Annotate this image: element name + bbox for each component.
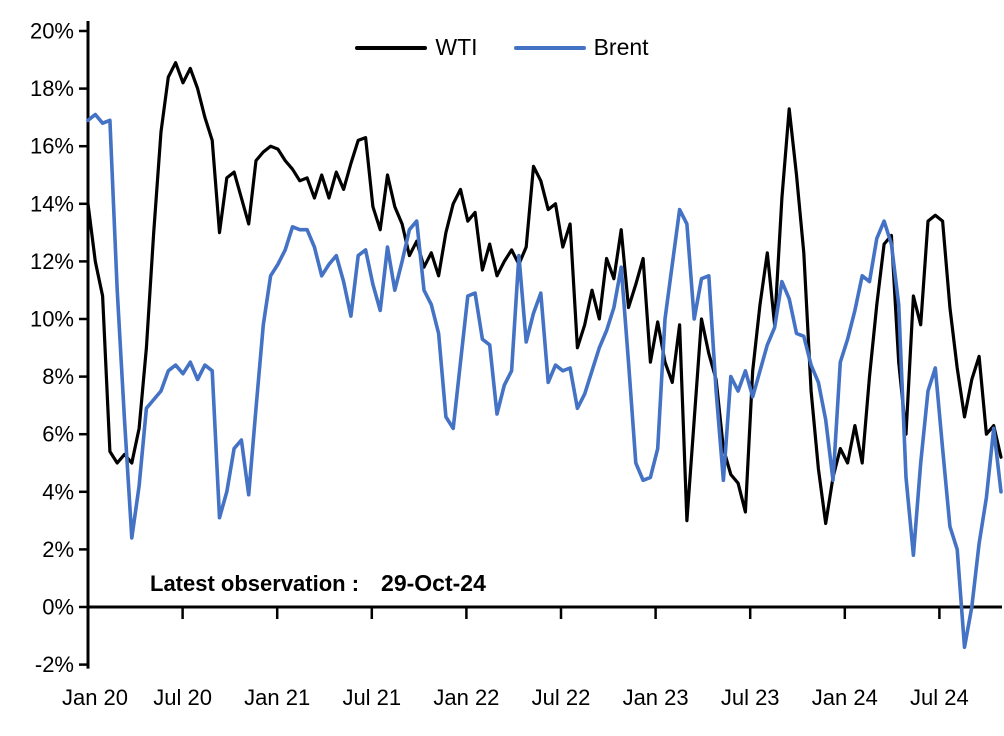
x-tick-label: Jan 23 <box>623 685 689 710</box>
y-tick-label: 12% <box>30 249 74 274</box>
wti-series-line <box>86 61 1003 526</box>
y-tick-label: -2% <box>35 652 74 677</box>
x-tick-label: Jan 20 <box>62 685 128 710</box>
latest-observation-note: Latest observation : 29-Oct-24 <box>150 570 486 597</box>
y-tick-label: 10% <box>30 307 74 332</box>
x-tick-label: Jul 23 <box>721 685 780 710</box>
x-tick-label: Jan 24 <box>812 685 878 710</box>
y-tick-label: 0% <box>42 595 74 620</box>
brent-series-line <box>86 112 1003 650</box>
x-tick-label: Jul 21 <box>342 685 401 710</box>
x-tick-label: Jan 21 <box>244 685 310 710</box>
y-tick-label: 4% <box>42 479 74 504</box>
x-tick-label: Jan 22 <box>433 685 499 710</box>
y-tick-label: 8% <box>42 364 74 389</box>
latest-observation-date: 29-Oct-24 <box>381 570 486 596</box>
y-tick-label: 18% <box>30 76 74 101</box>
y-tick-label: 14% <box>30 191 74 216</box>
y-tick-label: 6% <box>42 422 74 447</box>
y-tick-label: 2% <box>42 537 74 562</box>
x-tick-label: Jul 20 <box>153 685 212 710</box>
x-tick-label: Jul 22 <box>532 685 591 710</box>
latest-observation-label: Latest observation : <box>150 571 360 596</box>
y-tick-label: 16% <box>30 134 74 159</box>
x-tick-label: Jul 24 <box>910 685 969 710</box>
y-tick-label: 20% <box>30 19 74 44</box>
